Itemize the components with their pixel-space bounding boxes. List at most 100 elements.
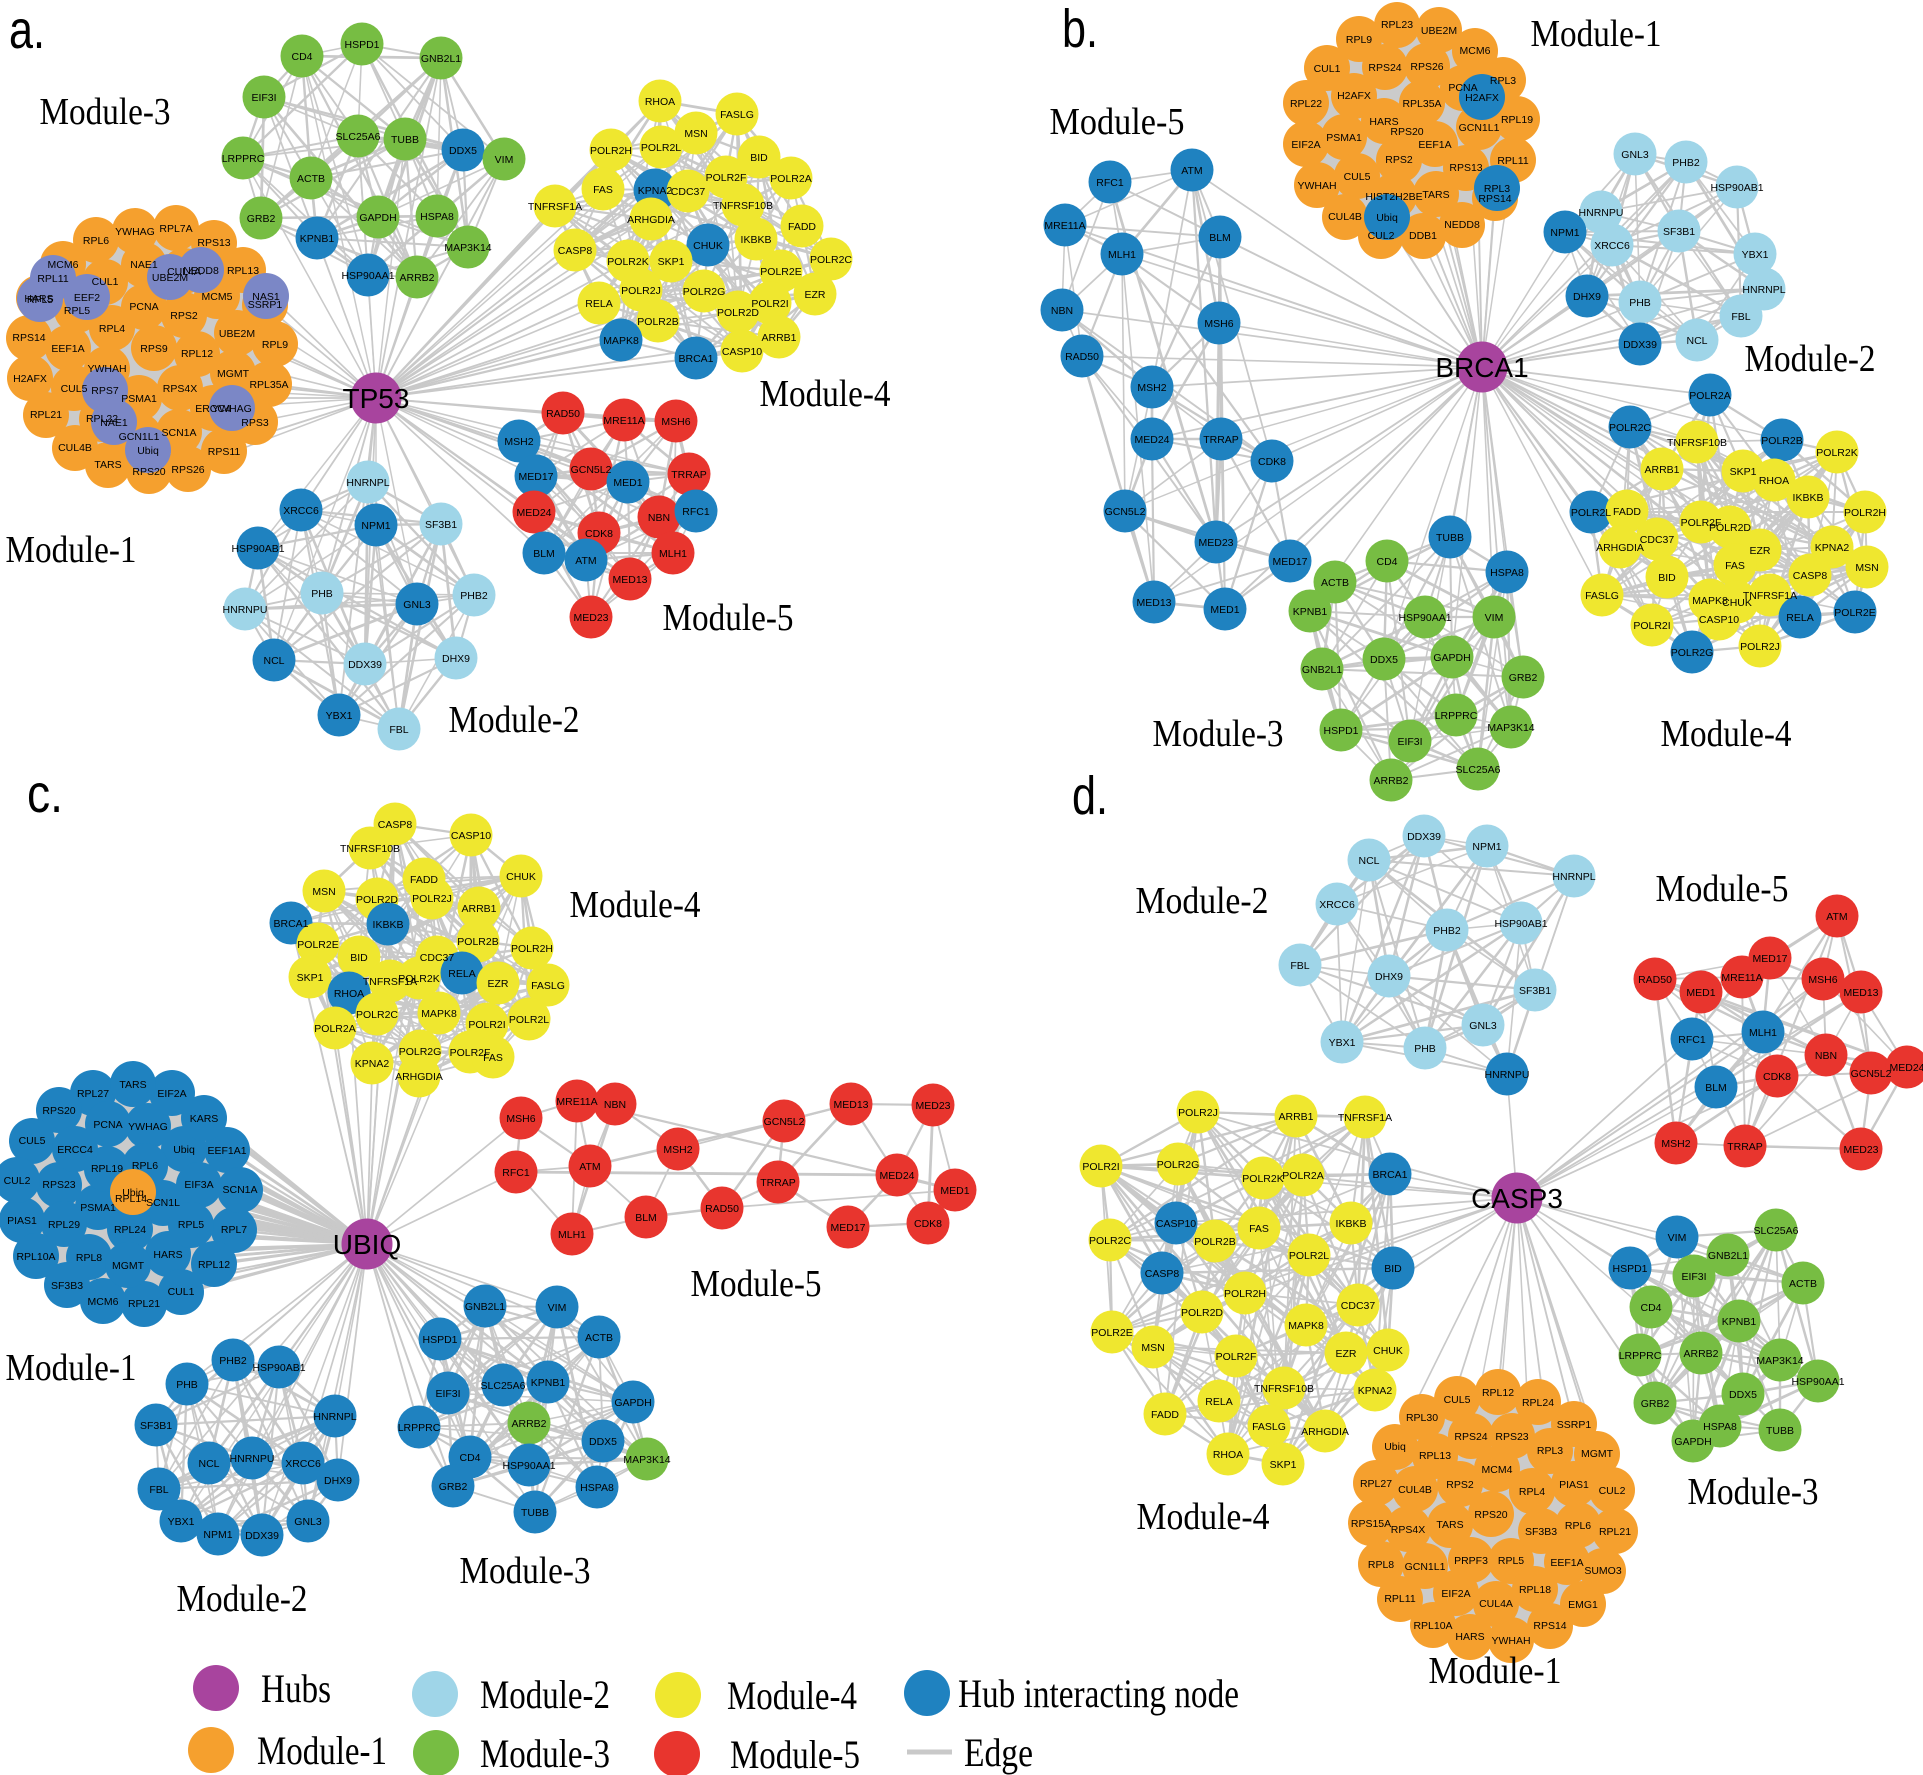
svg-text:YWHAH: YWHAH — [1491, 1635, 1530, 1647]
svg-text:HSP90AA1: HSP90AA1 — [341, 270, 394, 282]
svg-text:MSH2: MSH2 — [1661, 1138, 1690, 1150]
svg-text:POLR2I: POLR2I — [468, 1019, 505, 1031]
svg-text:GNB2L1: GNB2L1 — [421, 53, 461, 65]
svg-text:XRCC6: XRCC6 — [283, 505, 319, 517]
svg-text:NEDD8: NEDD8 — [1444, 219, 1480, 231]
svg-text:ACTB: ACTB — [1321, 577, 1349, 589]
svg-text:NPM1: NPM1 — [1472, 841, 1501, 853]
svg-text:ACTB: ACTB — [297, 173, 325, 185]
svg-text:POLR2C: POLR2C — [356, 1009, 398, 1021]
svg-text:GAPDH: GAPDH — [359, 212, 396, 224]
svg-text:MSH6: MSH6 — [1204, 318, 1233, 330]
svg-text:POLR2E: POLR2E — [1091, 1327, 1132, 1339]
svg-text:POLR2H: POLR2H — [1844, 507, 1886, 519]
svg-text:VIM: VIM — [495, 154, 514, 166]
svg-text:SF3B1: SF3B1 — [1663, 226, 1695, 238]
svg-text:ACTB: ACTB — [585, 1332, 613, 1344]
svg-text:BRCA1: BRCA1 — [1435, 352, 1528, 383]
svg-text:d.: d. — [1072, 766, 1108, 826]
svg-text:RPL5: RPL5 — [64, 305, 90, 317]
svg-text:GCN5L2: GCN5L2 — [1105, 506, 1146, 518]
svg-text:TARS: TARS — [1436, 1519, 1463, 1531]
svg-text:MGMT: MGMT — [112, 1260, 145, 1272]
svg-text:CDK8: CDK8 — [1258, 456, 1286, 468]
svg-text:SCN1L: SCN1L — [146, 1197, 180, 1209]
svg-text:MSH6: MSH6 — [506, 1113, 535, 1125]
svg-text:HARS: HARS — [1369, 116, 1398, 128]
svg-text:RPS26: RPS26 — [171, 464, 204, 476]
svg-text:RELA: RELA — [1786, 612, 1813, 624]
svg-text:RPS20: RPS20 — [1474, 1509, 1507, 1521]
svg-text:GNB2L1: GNB2L1 — [465, 1301, 505, 1313]
svg-text:RPS15A: RPS15A — [1351, 1518, 1391, 1530]
svg-text:MSN: MSN — [1141, 1342, 1164, 1354]
svg-text:MAP3K14: MAP3K14 — [623, 1454, 670, 1466]
svg-text:TNFRSF10B: TNFRSF10B — [1667, 437, 1727, 449]
svg-text:RFC1: RFC1 — [1096, 177, 1124, 189]
svg-text:PCNA: PCNA — [129, 301, 158, 313]
svg-text:MED17: MED17 — [830, 1222, 865, 1234]
svg-text:KPNB1: KPNB1 — [531, 1377, 566, 1389]
svg-text:NBN: NBN — [604, 1099, 626, 1111]
svg-text:YBX1: YBX1 — [168, 1516, 195, 1528]
svg-text:TNFRSF1A: TNFRSF1A — [1338, 1112, 1392, 1124]
svg-text:ERCC4: ERCC4 — [57, 1144, 93, 1156]
svg-text:EIF3I: EIF3I — [1397, 736, 1422, 748]
svg-text:NCL: NCL — [198, 1458, 219, 1470]
svg-text:POLR2L: POLR2L — [641, 142, 681, 154]
svg-text:RPS4X: RPS4X — [1391, 1524, 1425, 1536]
svg-text:ARRB2: ARRB2 — [1683, 1348, 1718, 1360]
svg-text:DDX39: DDX39 — [1623, 339, 1657, 351]
svg-text:SCN1A: SCN1A — [222, 1184, 257, 1196]
svg-text:ARHGDIA: ARHGDIA — [395, 1071, 443, 1083]
svg-text:MED23: MED23 — [1198, 537, 1233, 549]
svg-text:CDC37: CDC37 — [1640, 534, 1675, 546]
svg-text:CHUK: CHUK — [1373, 1345, 1403, 1357]
svg-text:XRCC6: XRCC6 — [1594, 240, 1630, 252]
svg-text:Module-4: Module-4 — [760, 373, 891, 415]
svg-text:MSN: MSN — [312, 886, 335, 898]
svg-text:RFC1: RFC1 — [1678, 1034, 1706, 1046]
svg-text:MAPK8: MAPK8 — [1692, 595, 1728, 607]
svg-text:YWHAG: YWHAG — [128, 1121, 168, 1133]
svg-text:UBE2M: UBE2M — [1421, 25, 1457, 37]
svg-text:RPL18: RPL18 — [1519, 1584, 1551, 1596]
svg-text:EZR: EZR — [488, 978, 509, 990]
svg-text:MCM5: MCM5 — [202, 291, 233, 303]
svg-text:SKP1: SKP1 — [297, 972, 324, 984]
svg-text:HNRNPL: HNRNPL — [346, 477, 389, 489]
svg-text:SLC25A6: SLC25A6 — [1456, 764, 1501, 776]
svg-text:RPL5: RPL5 — [27, 294, 53, 306]
svg-text:KARS: KARS — [190, 1113, 219, 1125]
svg-text:H2AFX: H2AFX — [1465, 92, 1499, 104]
svg-text:RAD50: RAD50 — [705, 1203, 739, 1215]
svg-text:DDX39: DDX39 — [1407, 831, 1441, 843]
svg-text:RPL13: RPL13 — [227, 265, 259, 277]
svg-text:HSP90AA1: HSP90AA1 — [1791, 1376, 1844, 1388]
svg-text:RPS23: RPS23 — [1495, 1431, 1528, 1443]
svg-text:POLR2J: POLR2J — [1740, 641, 1780, 653]
svg-text:POLR2L: POLR2L — [1289, 1250, 1329, 1262]
svg-text:RPL27: RPL27 — [1360, 1478, 1392, 1490]
svg-text:RPL4: RPL4 — [99, 323, 125, 335]
svg-text:GCN5L2: GCN5L2 — [571, 464, 612, 476]
svg-text:EEF1A: EEF1A — [1550, 1557, 1583, 1569]
svg-text:POLR2A: POLR2A — [1282, 1170, 1323, 1182]
svg-text:PHB2: PHB2 — [1433, 925, 1461, 937]
svg-text:POLR2G: POLR2G — [683, 286, 726, 298]
svg-text:GAPDH: GAPDH — [1674, 1436, 1711, 1448]
svg-text:PHB: PHB — [311, 588, 333, 600]
svg-text:PSMA1: PSMA1 — [121, 393, 157, 405]
svg-text:GNB2L1: GNB2L1 — [1302, 664, 1342, 676]
svg-text:RPL21: RPL21 — [1599, 1526, 1631, 1538]
svg-text:POLR2F: POLR2F — [1216, 1351, 1257, 1363]
svg-text:ARHGDIA: ARHGDIA — [1596, 542, 1644, 554]
svg-text:POLR2C: POLR2C — [810, 254, 852, 266]
svg-text:Module-5: Module-5 — [663, 597, 794, 639]
svg-text:GNL3: GNL3 — [1469, 1020, 1497, 1032]
svg-text:FADD: FADD — [788, 221, 816, 233]
svg-text:RPL19: RPL19 — [1501, 114, 1533, 126]
svg-text:POLR2B: POLR2B — [457, 936, 498, 948]
svg-text:CASP10: CASP10 — [1156, 1218, 1196, 1230]
svg-text:CDK8: CDK8 — [1763, 1071, 1791, 1083]
